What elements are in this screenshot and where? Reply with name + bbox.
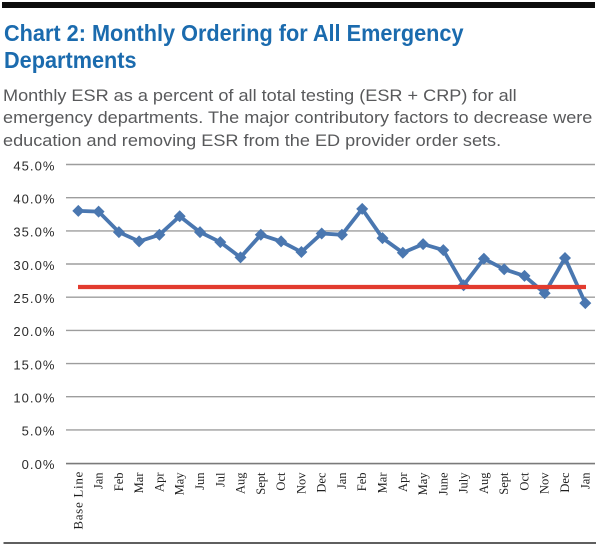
svg-text:Aug: Aug — [477, 472, 491, 494]
svg-text:Apr: Apr — [152, 472, 166, 492]
svg-text:May: May — [416, 472, 430, 496]
svg-text:30.0%: 30.0% — [13, 258, 55, 273]
svg-text:Dec: Dec — [558, 472, 572, 493]
svg-text:July: July — [457, 472, 471, 494]
svg-text:Feb: Feb — [355, 473, 369, 492]
svg-text:Nov: Nov — [538, 472, 552, 494]
svg-text:Jan: Jan — [92, 472, 106, 489]
svg-text:Base Line: Base Line — [70, 471, 85, 530]
svg-text:Jan: Jan — [578, 472, 592, 489]
svg-text:Sept: Sept — [254, 472, 268, 495]
svg-text:June: June — [436, 472, 450, 495]
svg-text:Jun: Jun — [193, 472, 207, 490]
svg-text:15.0%: 15.0% — [13, 357, 55, 372]
svg-text:May: May — [173, 472, 187, 496]
svg-text:Apr: Apr — [396, 472, 410, 492]
svg-text:40.0%: 40.0% — [13, 192, 55, 207]
svg-text:45.0%: 45.0% — [13, 158, 55, 173]
svg-text:Feb: Feb — [112, 473, 126, 492]
svg-text:Jul: Jul — [213, 472, 227, 487]
svg-text:Oct: Oct — [518, 472, 532, 491]
svg-text:Jan: Jan — [335, 472, 349, 489]
svg-text:Sept: Sept — [497, 472, 511, 495]
svg-text:Mar: Mar — [132, 472, 146, 494]
svg-text:Mar: Mar — [376, 472, 390, 494]
svg-text:20.0%: 20.0% — [13, 324, 55, 339]
svg-text:Oct: Oct — [274, 472, 288, 491]
svg-text:35.0%: 35.0% — [13, 225, 55, 240]
svg-text:Nov: Nov — [294, 472, 308, 494]
svg-text:10.0%: 10.0% — [13, 391, 55, 406]
svg-text:Dec: Dec — [315, 472, 329, 493]
svg-text:5.0%: 5.0% — [22, 424, 56, 439]
svg-text:0.0%: 0.0% — [22, 457, 56, 472]
svg-text:Aug: Aug — [234, 472, 248, 494]
svg-text:25.0%: 25.0% — [13, 291, 55, 306]
